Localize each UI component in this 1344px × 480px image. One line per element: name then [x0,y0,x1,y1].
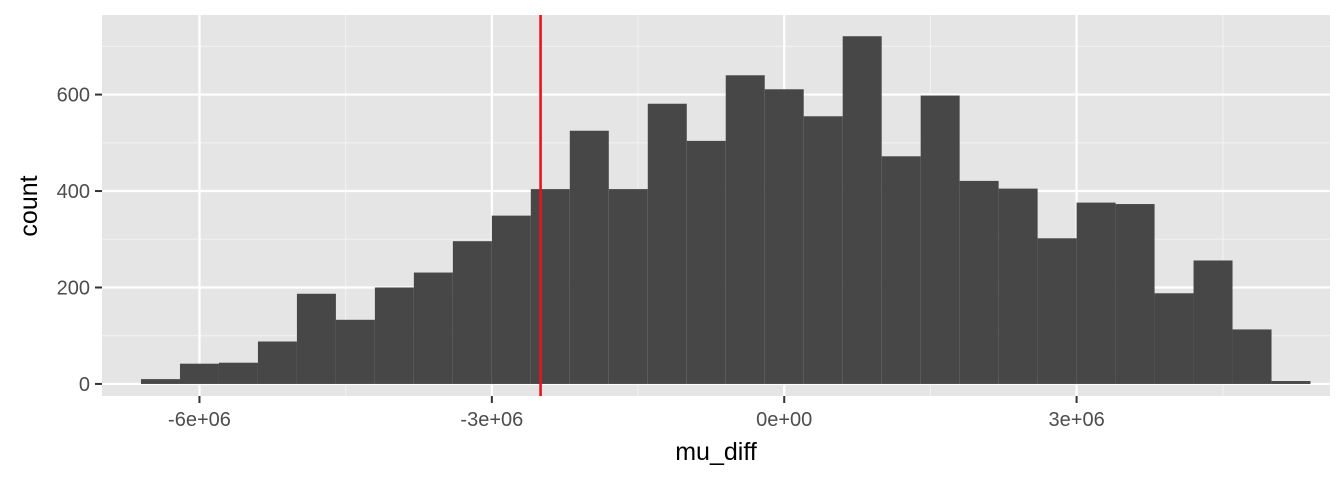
histogram-bar [803,116,843,384]
histogram-bar [608,189,648,384]
x-tick-label: 0e+00 [756,409,812,431]
histogram-bar [1232,329,1272,384]
histogram-bars [140,36,1311,384]
histogram-bar [764,89,804,384]
histogram-bar [1115,204,1155,384]
y-axis-title: count [15,175,43,236]
histogram-bar [686,140,726,384]
histogram-bar [1271,381,1311,384]
y-tick-label: 400 [57,181,90,203]
x-axis-title: mu_diff [675,438,757,466]
x-tick-label: -3e+06 [460,409,523,431]
histogram-bar [140,379,180,384]
histogram-bar [998,188,1038,384]
histogram-bar [647,103,687,384]
histogram-bar [1037,238,1077,384]
histogram-bar [257,341,297,384]
histogram-bar [1193,260,1233,384]
y-tick-label: 0 [79,374,90,396]
histogram-bar [725,75,765,384]
histogram-bar [530,189,570,384]
x-tick-label: 3e+06 [1049,409,1105,431]
y-tick-label: 200 [57,277,90,299]
histogram-bar [881,156,921,384]
histogram-bar [218,362,258,384]
histogram-bar [1076,202,1116,384]
x-tick-label: -6e+06 [168,409,231,431]
histogram-bar [452,241,492,384]
histogram-bar [179,363,219,384]
histogram-bar [842,36,882,384]
histogram-bar [413,272,453,384]
y-axis: 0 200 400 600 [57,85,102,396]
histogram-bar [296,293,336,384]
histogram-bar [374,287,414,384]
histogram-bar [569,130,609,384]
y-tick-label: 600 [57,85,90,107]
histogram-bar [335,319,375,384]
histogram-bar [1154,293,1194,384]
histogram-bar [959,180,999,384]
histogram-bar [491,215,531,384]
x-axis: -6e+06 -3e+06 0e+00 3e+06 [168,396,1105,431]
histogram-bar [920,95,960,384]
